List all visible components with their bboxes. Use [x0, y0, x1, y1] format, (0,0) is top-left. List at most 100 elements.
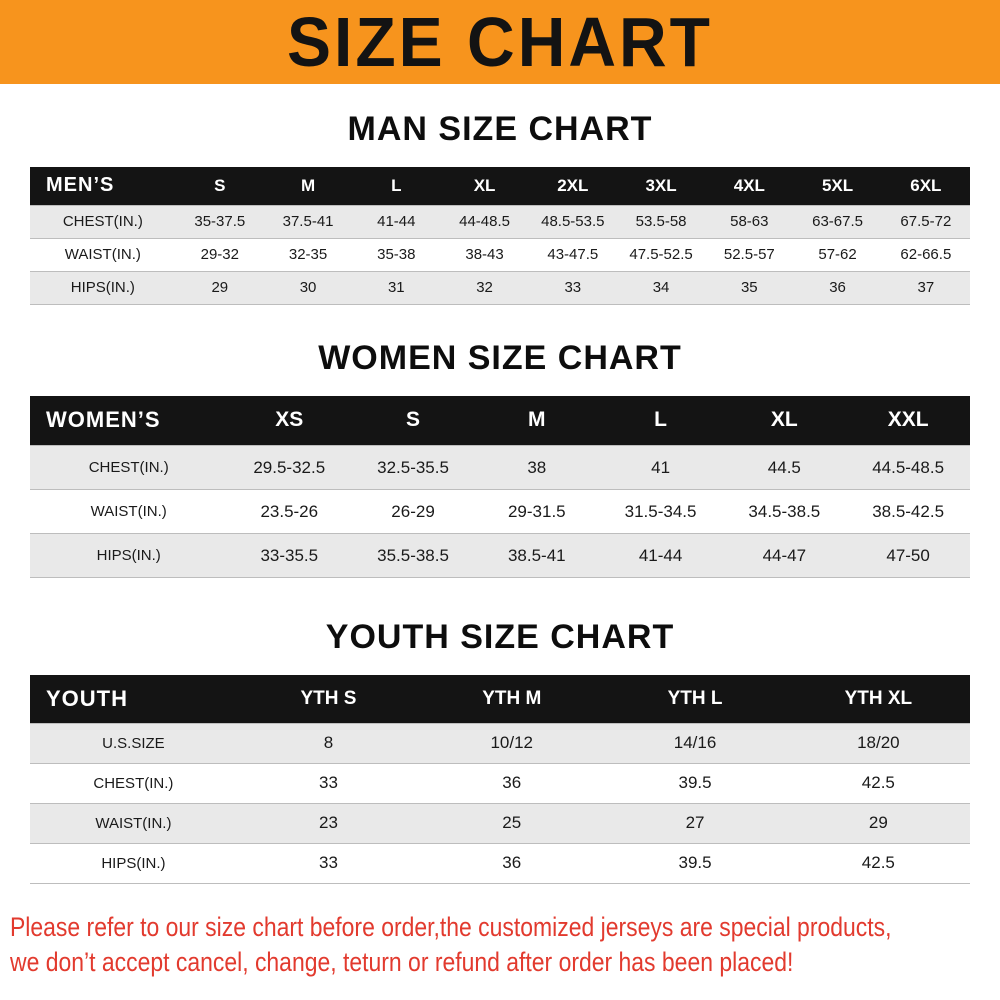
value-cell: 8 — [236, 722, 421, 764]
table-header-row: MEN’S S M L XL 2XL 3XL 4XL 5XL 6XL — [30, 167, 970, 205]
value-cell: 29.5-32.5 — [227, 445, 352, 490]
row-label-cell: HIPS(IN.) — [30, 271, 176, 305]
row-label-cell: CHEST(IN.) — [30, 204, 176, 239]
banner-title: SIZE CHART — [287, 3, 713, 81]
value-cell: 41-44 — [352, 204, 441, 239]
row-label-cell: CHEST(IN.) — [30, 445, 228, 490]
row-label-cell: WAIST(IN.) — [30, 803, 237, 844]
value-cell: 26-29 — [351, 489, 475, 534]
column-header-cell: 3XL — [645, 175, 677, 195]
value-cell: 47.5-52.5 — [616, 238, 706, 272]
value-cell: 44-47 — [722, 533, 847, 578]
table-row: WAIST(IN.) 23 25 27 29 — [30, 803, 970, 844]
column-header-cell: XL — [473, 175, 496, 195]
value-cell: 31.5-34.5 — [598, 489, 723, 534]
value-cell: 62-66.5 — [881, 238, 970, 272]
value-cell: 29 — [175, 271, 264, 305]
value-cell: 33 — [236, 763, 421, 804]
value-cell: 36 — [420, 843, 604, 884]
table-row: U.S.SIZE 8 10/12 14/16 18/20 — [30, 722, 970, 764]
table-title-cell: MEN’S — [46, 174, 115, 197]
column-header-cell: YTH S — [300, 687, 357, 709]
value-cell: 35-37.5 — [175, 204, 264, 239]
value-cell: 35 — [705, 271, 794, 305]
column-header-cell: YTH XL — [844, 687, 913, 709]
value-cell: 32.5-35.5 — [351, 445, 475, 490]
value-cell: 48.5-53.5 — [528, 204, 617, 239]
value-cell: 23 — [236, 803, 421, 844]
value-cell: 41-44 — [598, 533, 723, 578]
value-cell: 36 — [793, 271, 882, 305]
table-row: HIPS(IN.) 33-35.5 35.5-38.5 38.5-41 41-44 44-… — [30, 533, 970, 578]
value-cell: 42.5 — [786, 843, 970, 884]
value-cell: 43-47.5 — [528, 238, 617, 272]
column-header-cell: 6XL — [910, 175, 942, 195]
table-row: CHEST(IN.) 33 36 39.5 42.5 — [30, 763, 970, 804]
value-cell: 57-62 — [793, 238, 882, 272]
footer-disclaimer: Please refer to our size chart before or… — [10, 910, 1000, 981]
row-label-cell: CHEST(IN.) — [30, 763, 237, 804]
column-header-cell: XL — [770, 408, 798, 432]
value-cell: 29-31.5 — [474, 489, 599, 534]
footer-disclaimer-line-1: Please refer to our size chart before or… — [10, 911, 892, 942]
value-cell: 44-48.5 — [440, 204, 529, 239]
value-cell: 33 — [236, 843, 421, 884]
value-cell: 25 — [420, 803, 604, 844]
value-cell: 38.5-42.5 — [846, 489, 970, 534]
value-cell: 32 — [440, 271, 529, 305]
value-cell: 34.5-38.5 — [722, 489, 847, 534]
value-cell: 34 — [616, 271, 706, 305]
table-title-cell: YOUTH — [46, 685, 128, 711]
value-cell: 38-43 — [440, 238, 529, 272]
row-label-cell: HIPS(IN.) — [30, 843, 237, 884]
value-cell: 52.5-57 — [705, 238, 794, 272]
value-cell: 47-50 — [846, 533, 970, 578]
value-cell: 37.5-41 — [263, 204, 353, 239]
table-row: WAIST(IN.) 29-32 32-35 35-38 38-43 43-47.5 47.… — [30, 238, 970, 272]
table-title-cell: WOMEN’S — [46, 407, 161, 433]
table-header-row: YOUTH YTH S YTH M YTH L YTH XL — [30, 675, 970, 723]
table-row: CHEST(IN.) 35-37.5 37.5-41 41-44 44-48.5 48.5… — [30, 204, 970, 239]
table-row: CHEST(IN.) 29.5-32.5 32.5-35.5 38 41 44.5 44.5… — [30, 445, 970, 490]
value-cell: 37 — [881, 271, 970, 305]
value-cell: 18/20 — [786, 722, 970, 764]
table-header-row: WOMEN’S XS S M L XL XXL — [30, 395, 970, 446]
row-label-cell: WAIST(IN.) — [30, 238, 176, 272]
column-header-cell: 5XL — [821, 175, 854, 195]
value-cell: 36 — [420, 763, 604, 804]
value-cell: 67.5-72 — [881, 204, 970, 239]
value-cell: 10/12 — [420, 722, 604, 764]
value-cell: 27 — [603, 803, 787, 844]
value-cell: 33-35.5 — [227, 533, 352, 578]
column-header-cell: L — [654, 408, 667, 432]
column-header-cell: M — [300, 175, 316, 195]
value-cell: 38 — [474, 445, 599, 490]
value-cell: 29-32 — [175, 238, 264, 272]
youth-size-table: YOUTH YTH S YTH M YTH L YTH XL U.S.SIZE 8 10/12… — [30, 675, 970, 884]
table-row: HIPS(IN.) 33 36 39.5 42.5 — [30, 843, 970, 884]
value-cell: 30 — [263, 271, 353, 305]
youth-size-chart-heading: YOUTH SIZE CHART — [325, 618, 675, 656]
column-header-cell: YTH L — [667, 687, 723, 709]
column-header-cell: XS — [275, 408, 304, 432]
value-cell: 29 — [786, 803, 970, 844]
table-row: HIPS(IN.) 29 30 31 32 33 34 35 36 37 — [30, 271, 970, 305]
column-header-cell: S — [406, 408, 421, 432]
value-cell: 58-63 — [705, 204, 794, 239]
column-header-cell: 4XL — [733, 175, 765, 195]
column-header-cell: YTH M — [482, 687, 542, 709]
table-row: WAIST(IN.) 23.5-26 26-29 29-31.5 31.5-34.5 34… — [30, 489, 970, 534]
value-cell: 32-35 — [263, 238, 353, 272]
value-cell: 38.5-41 — [474, 533, 599, 578]
value-cell: 41 — [598, 445, 723, 490]
value-cell: 42.5 — [786, 763, 970, 804]
value-cell: 63-67.5 — [793, 204, 882, 239]
value-cell: 53.5-58 — [616, 204, 706, 239]
column-header-cell: L — [391, 175, 402, 195]
value-cell: 35.5-38.5 — [351, 533, 475, 578]
value-cell: 14/16 — [603, 722, 787, 764]
value-cell: 35-38 — [352, 238, 441, 272]
size-chart-banner: SIZE CHART — [0, 0, 1000, 84]
row-label-cell: U.S.SIZE — [30, 722, 237, 764]
footer-disclaimer-line-2: we don’t accept cancel, change, teturn o… — [10, 947, 794, 978]
